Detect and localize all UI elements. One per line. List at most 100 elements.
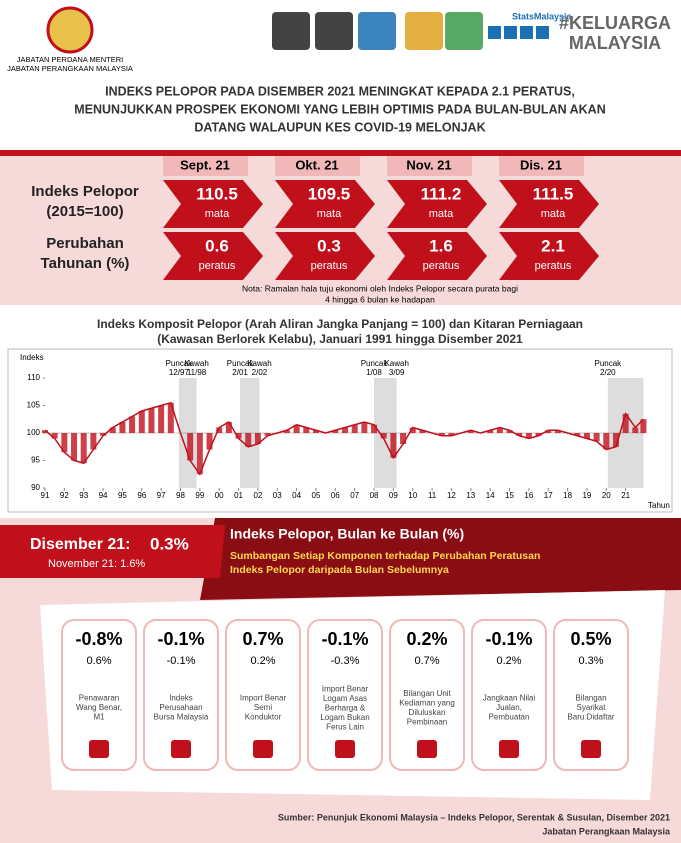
component-label: Import Benar <box>240 694 287 703</box>
chart-title: Indeks Komposit Pelopor (Arah Aliran Jan… <box>97 317 583 331</box>
deviation-bar <box>225 422 232 433</box>
deviation-bar <box>51 433 58 439</box>
month-tab <box>163 156 248 176</box>
component-previous: 0.6% <box>86 655 111 667</box>
x-tick-label: 91 <box>41 491 50 500</box>
component-label: Perusahaan <box>159 703 202 712</box>
x-tick-label: 07 <box>350 491 359 500</box>
component-card <box>143 619 219 771</box>
unit: peratus <box>199 260 236 272</box>
deviation-bar <box>640 419 647 433</box>
unit: mata <box>317 208 342 220</box>
figure: 0.3 <box>317 236 341 255</box>
y-tick-label: 105 <box>27 401 41 410</box>
figure: 2.1 <box>541 236 565 255</box>
month-tab <box>275 156 360 176</box>
x-tick-label: 08 <box>370 491 379 500</box>
x-tick-label: 04 <box>292 491 301 500</box>
component-label: Bilangan Unit <box>403 689 451 698</box>
current-label: Disember 21: <box>30 536 131 553</box>
cycle-label: 2/20 <box>600 368 616 377</box>
deviation-bar <box>158 405 165 433</box>
deviation-bar <box>187 433 194 461</box>
component-icon <box>335 740 355 758</box>
component-icon <box>253 740 273 758</box>
figure: 111.2 <box>421 184 462 203</box>
crest <box>46 6 94 54</box>
component-previous: -0.1% <box>167 655 196 667</box>
cycle-label: Puncak <box>361 359 389 368</box>
deviation-bar <box>61 433 68 453</box>
component-label: Indeks <box>169 694 193 703</box>
deviation-bar <box>535 433 542 436</box>
component-label: Ferus Lain <box>326 723 364 732</box>
deviation-bar <box>283 430 290 433</box>
x-tick-label: 94 <box>99 491 108 500</box>
deviation-bar <box>371 424 378 433</box>
x-tick-label: 19 <box>582 491 591 500</box>
x-tick-label: 03 <box>273 491 282 500</box>
cycle-label: Kawah <box>247 359 271 368</box>
x-tick-label: 97 <box>157 491 166 500</box>
deviation-bar <box>235 433 242 439</box>
deviation-bar <box>632 427 639 433</box>
cycle-label: Puncak <box>594 359 622 368</box>
component-card <box>553 619 629 771</box>
x-tick-label: 98 <box>176 491 185 500</box>
deviation-bar <box>312 430 319 433</box>
component-label: Jualan, <box>496 703 522 712</box>
logo <box>272 12 310 50</box>
deviation-bar <box>342 427 348 433</box>
monthly-head <box>200 518 681 600</box>
component-label: Baru Didaftar <box>567 713 614 722</box>
social-icon <box>504 26 517 39</box>
deviation-bar <box>42 430 48 433</box>
component-card <box>471 619 547 771</box>
index-line <box>44 401 644 476</box>
component-label: Penawaran <box>79 694 119 703</box>
monthly-subtitle: Sumbangan Setiap Komponen terhadap Perub… <box>230 550 540 562</box>
note: Nota: Ramalan hala tuju ekonomi oleh Ind… <box>242 283 518 293</box>
deviation-bar <box>574 433 581 436</box>
deviation-bar <box>206 433 213 450</box>
deviation-bar <box>71 433 78 461</box>
deviation-bar <box>90 433 97 450</box>
deviation-bar <box>390 433 397 458</box>
component-previous: -0.3% <box>331 655 360 667</box>
component-value: 0.7% <box>242 629 283 649</box>
deviation-bar <box>506 430 513 433</box>
component-label: Kediaman yang <box>399 699 455 708</box>
deviation-bar <box>167 402 174 433</box>
x-tick-label: 11 <box>428 491 437 500</box>
deviation-bar <box>129 416 136 433</box>
deviation-bar <box>583 433 590 439</box>
component-label: Diluluskan <box>409 708 446 717</box>
cycle-label: Puncak <box>166 359 194 368</box>
x-tick-label: 93 <box>79 491 88 500</box>
component-label: Bilangan <box>575 694 606 703</box>
logo <box>358 12 396 50</box>
x-tick-label: 12 <box>447 491 456 500</box>
figure: 0.6 <box>205 236 229 255</box>
component-icon <box>171 740 191 758</box>
component-label: Wang Benar, <box>76 703 122 712</box>
row-label: Indeks Pelopor <box>31 183 139 200</box>
component-value: 0.2% <box>406 629 447 649</box>
deviation-bar <box>100 433 107 436</box>
chevron <box>387 232 487 280</box>
social-icon <box>520 26 533 39</box>
component-label: Pembinaan <box>407 718 447 727</box>
title: DATANG WALAUPUN KES COVID-19 MELONJAK <box>194 120 485 134</box>
deviation-bar <box>148 408 155 433</box>
component-value: -0.1% <box>157 629 204 649</box>
component-label: Logam Bukan <box>320 713 369 722</box>
deviation-bar <box>400 433 407 444</box>
month-name: Okt. 21 <box>295 157 338 172</box>
chevron <box>275 180 375 228</box>
deviation-bar <box>264 433 271 436</box>
unit: peratus <box>535 260 572 272</box>
y-tick-label: 95 <box>31 456 40 465</box>
component-icon <box>89 740 109 758</box>
figure: 109.5 <box>308 184 351 203</box>
